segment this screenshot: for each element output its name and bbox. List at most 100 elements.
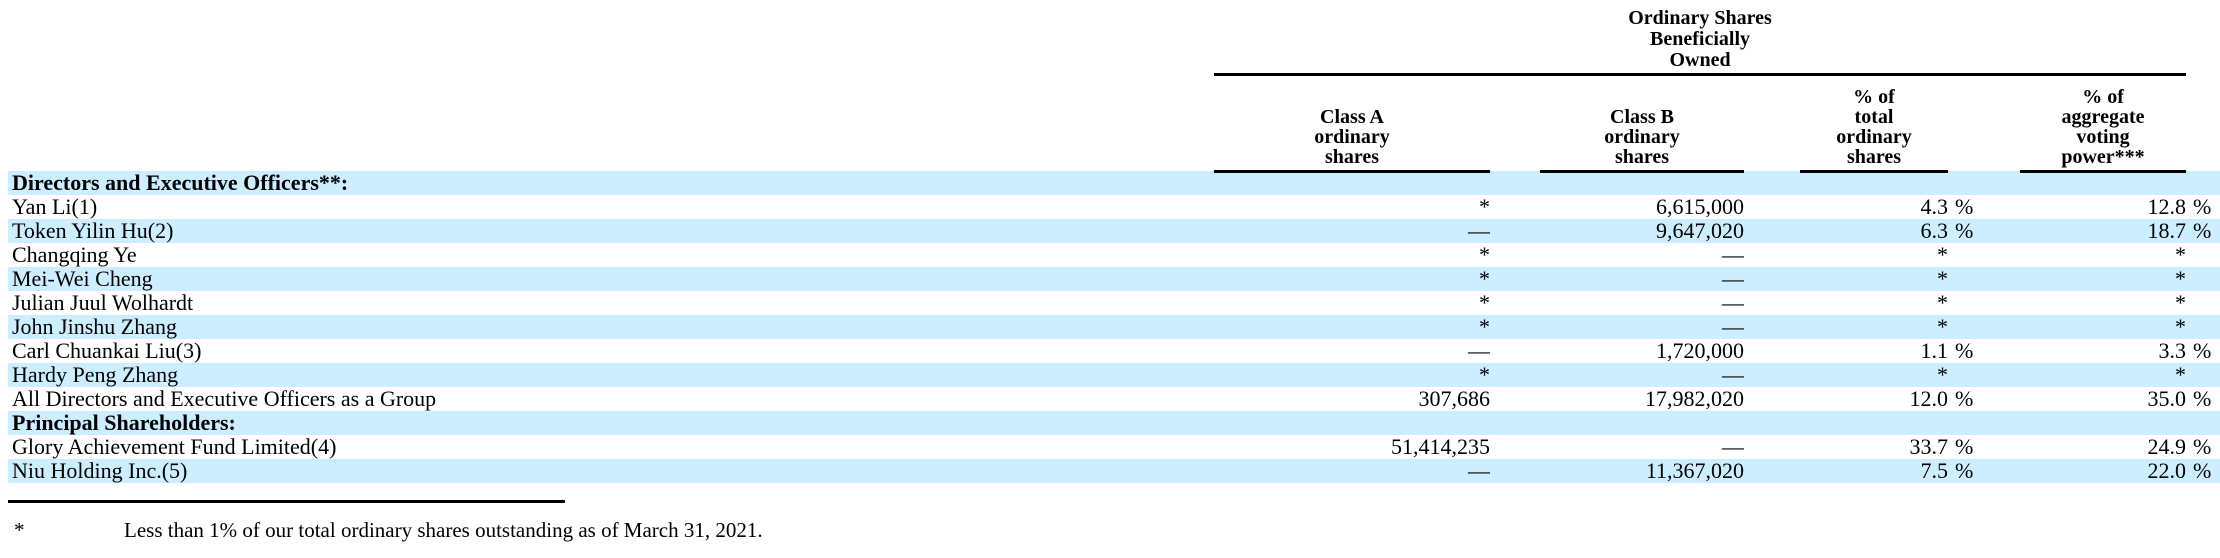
table-row: John Jinshu Zhang * — * * (8, 315, 2220, 339)
pct-voting-sign-cell (2186, 315, 2220, 339)
pct-voting-cell: 3.3 (2158, 339, 2187, 363)
pct-total-sign-cell: % (1955, 459, 1974, 483)
spacer-cell (1490, 291, 1540, 315)
class-b-cell: 6,615,000 (1656, 195, 1744, 219)
pct-total-cell (1800, 171, 1948, 195)
class-a-cell (1214, 411, 1490, 435)
pct-voting-cell (2020, 171, 2186, 195)
spacer-cell (2186, 0, 2220, 74)
table-row: Yan Li(1) * 6,615,000 4.3% 12.8% (8, 195, 2220, 219)
spacer-cell (1490, 459, 1540, 483)
spacer-cell (1744, 243, 1800, 267)
class-b-cell: — (1722, 363, 1744, 387)
pct-voting-sign-cell (2186, 267, 2220, 291)
class-a-cell: * (1479, 363, 1490, 387)
footnote-separator (8, 500, 565, 503)
class-b-cell (1540, 171, 1744, 195)
pct-voting-cell: * (2175, 363, 2187, 387)
class-a-cell: * (1479, 315, 1490, 339)
footnote-marker: * (14, 518, 25, 542)
row-label-cell: Carl Chuankai Liu(3) (12, 339, 202, 363)
pct-voting-cell: 22.0 (2147, 459, 2187, 483)
pct-total-sign-cell (1948, 315, 1978, 339)
pct-total-sign-cell: % (1955, 219, 1974, 243)
table-body: Directors and Executive Officers**: Yan L… (8, 171, 2220, 483)
pct-total-cell: * (1937, 291, 1948, 315)
row-label-cell: Glory Achievement Fund Limited(4) (12, 435, 337, 459)
spacer-cell (1744, 195, 1800, 219)
pct-voting-cell (2020, 411, 2186, 435)
pct-total-sign-cell (1948, 411, 1978, 435)
footnote-text: Less than 1% of our total ordinary share… (124, 518, 763, 542)
spacer-cell (8, 0, 1214, 74)
table-row: Directors and Executive Officers**: (8, 171, 2220, 195)
class-a-cell: — (1468, 339, 1490, 363)
spacer-cell (1490, 387, 1540, 411)
pct-total-sign-cell (1948, 171, 1978, 195)
class-b-cell: — (1722, 291, 1744, 315)
spacer-cell (1490, 315, 1540, 339)
row-label-cell: John Jinshu Zhang (12, 315, 177, 339)
pct-total-cell: 4.3 (1920, 195, 1949, 219)
spacer-cell (8, 74, 1214, 171)
pct-total-cell: 6.3 (1920, 219, 1949, 243)
spacer-cell (1490, 339, 1540, 363)
spacer-cell (1744, 219, 1800, 243)
table-row: Principal Shareholders: (8, 411, 2220, 435)
beneficial-ownership-table: Ordinary Shares Beneficially Owned Class… (8, 0, 2220, 483)
class-b-cell: 1,720,000 (1656, 339, 1744, 363)
pct-voting-cell: 12.8 (2147, 195, 2187, 219)
spacer-cell (1490, 219, 1540, 243)
row-label-cell: Julian Juul Wolhardt (12, 291, 194, 315)
col-header-class-b: Class B ordinary shares (1540, 74, 1744, 173)
class-a-cell: — (1468, 219, 1490, 243)
pct-total-cell: 7.5 (1920, 459, 1949, 483)
spacer-cell (1978, 411, 2020, 435)
spacer-cell (1744, 339, 1800, 363)
spacer-cell (1978, 74, 2020, 171)
class-a-cell: — (1468, 459, 1490, 483)
pct-voting-sign-cell (2186, 243, 2220, 267)
pct-voting-sign-cell: % (2193, 339, 2212, 363)
pct-total-sign-cell (1948, 291, 1978, 315)
pct-voting-sign-cell: % (2193, 195, 2212, 219)
group-header: Ordinary Shares Beneficially Owned (1214, 0, 2187, 76)
spacer-cell (1978, 363, 2020, 387)
class-b-cell: — (1722, 315, 1744, 339)
row-label-cell: Principal Shareholders: (12, 411, 236, 435)
class-a-cell: * (1479, 267, 1490, 291)
pct-total-cell: * (1937, 363, 1948, 387)
spacer-cell (1744, 74, 1800, 171)
row-label-cell: Token Yilin Hu(2) (12, 219, 174, 243)
spacer-cell (1490, 267, 1540, 291)
spacer-cell (1490, 195, 1540, 219)
pct-total-sign-cell (1948, 363, 1978, 387)
spacer-cell (1744, 291, 1800, 315)
pct-voting-sign-cell: % (2193, 435, 2212, 459)
spacer-cell (1744, 435, 1800, 459)
pct-voting-sign-cell (2186, 291, 2220, 315)
pct-total-sign-cell: % (1955, 435, 1974, 459)
spacer-cell (1490, 411, 1540, 435)
spacer-cell (1744, 171, 1800, 195)
row-label-cell: Directors and Executive Officers**: (12, 171, 349, 195)
pct-total-sign-cell: % (1955, 195, 1974, 219)
footnote: * Less than 1% of our total ordinary shar… (8, 518, 2220, 542)
table-row: All Directors and Executive Officers as … (8, 387, 2220, 411)
pct-voting-cell: 35.0 (2147, 387, 2187, 411)
class-b-cell: — (1722, 435, 1744, 459)
class-a-cell: * (1479, 195, 1490, 219)
spacer-cell (1978, 435, 2020, 459)
row-label-cell: All Directors and Executive Officers as … (12, 387, 437, 411)
pct-total-cell: 33.7 (1909, 435, 1949, 459)
class-b-cell: 17,982,020 (1645, 387, 1744, 411)
spacer-cell (1978, 315, 2020, 339)
row-label-cell: Mei-Wei Cheng (12, 267, 153, 291)
class-b-cell (1540, 411, 1744, 435)
pct-voting-cell: 24.9 (2147, 435, 2187, 459)
spacer-cell (1490, 435, 1540, 459)
col-header-class-a: Class A ordinary shares (1214, 74, 1490, 173)
spacer-cell (1978, 459, 2020, 483)
spacer-cell (1978, 171, 2020, 195)
